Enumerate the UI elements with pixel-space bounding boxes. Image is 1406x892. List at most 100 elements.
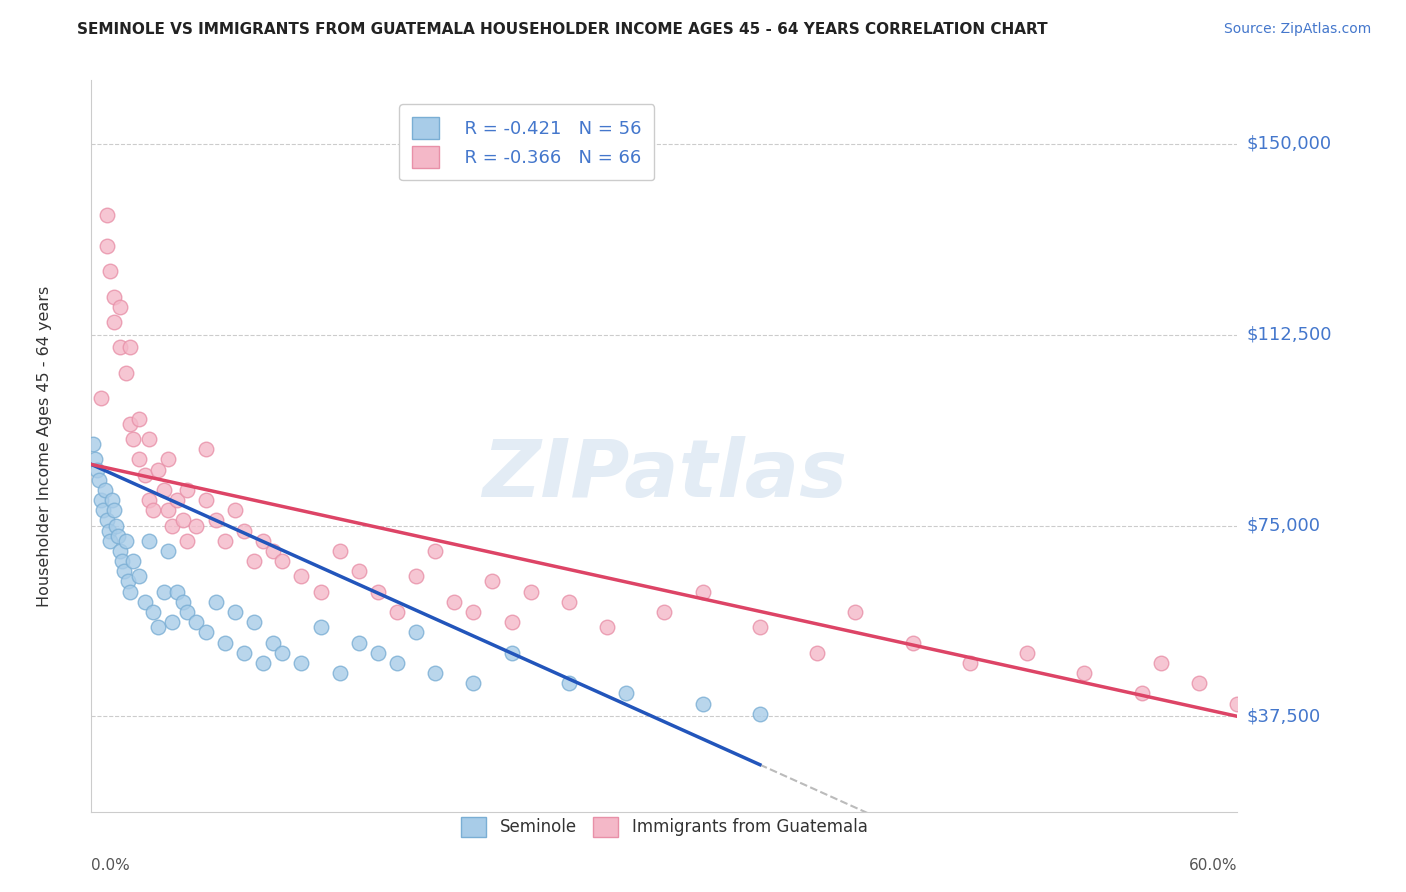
- Text: 0.0%: 0.0%: [91, 857, 131, 872]
- Point: [290, 569, 312, 583]
- Point: [242, 554, 264, 568]
- Point: [1150, 656, 1173, 670]
- Point: [96, 238, 118, 252]
- Point: [100, 264, 122, 278]
- Point: [153, 584, 176, 599]
- Point: [118, 340, 141, 354]
- Point: [86, 462, 108, 476]
- Point: [107, 529, 129, 543]
- Point: [844, 605, 866, 619]
- Point: [148, 462, 170, 476]
- Point: [262, 635, 284, 649]
- Text: $150,000: $150,000: [1247, 135, 1331, 153]
- Point: [652, 605, 675, 619]
- Point: [1188, 676, 1211, 690]
- Point: [117, 574, 139, 589]
- Point: [347, 635, 370, 649]
- Point: [134, 595, 156, 609]
- Point: [252, 533, 274, 548]
- Point: [112, 564, 135, 578]
- Point: [90, 392, 112, 406]
- Point: [423, 666, 446, 681]
- Point: [901, 635, 924, 649]
- Point: [290, 656, 312, 670]
- Point: [153, 483, 176, 497]
- Point: [385, 605, 408, 619]
- Point: [128, 569, 150, 583]
- Point: [91, 503, 114, 517]
- Text: Householder Income Ages 45 - 64 years: Householder Income Ages 45 - 64 years: [38, 285, 52, 607]
- Point: [367, 584, 389, 599]
- Point: [309, 620, 332, 634]
- Point: [103, 503, 125, 517]
- Point: [97, 524, 120, 538]
- Point: [114, 533, 136, 548]
- Point: [1226, 697, 1249, 711]
- Point: [463, 605, 485, 619]
- Point: [262, 544, 284, 558]
- Point: [558, 595, 581, 609]
- Point: [172, 595, 194, 609]
- Point: [176, 483, 198, 497]
- Point: [96, 208, 118, 222]
- Point: [148, 620, 170, 634]
- Point: [100, 533, 122, 548]
- Point: [156, 452, 179, 467]
- Point: [172, 513, 194, 527]
- Point: [176, 533, 198, 548]
- Point: [443, 595, 465, 609]
- Point: [367, 646, 389, 660]
- Point: [233, 646, 256, 660]
- Point: [242, 615, 264, 630]
- Point: [141, 605, 163, 619]
- Point: [90, 493, 112, 508]
- Point: [134, 467, 156, 482]
- Text: $112,500: $112,500: [1247, 326, 1333, 343]
- Point: [748, 620, 770, 634]
- Point: [347, 564, 370, 578]
- Point: [101, 493, 124, 508]
- Point: [118, 584, 141, 599]
- Point: [128, 411, 150, 425]
- Point: [224, 503, 246, 517]
- Point: [233, 524, 256, 538]
- Point: [501, 646, 523, 660]
- Point: [309, 584, 332, 599]
- Point: [204, 595, 226, 609]
- Point: [748, 706, 770, 721]
- Point: [138, 493, 160, 508]
- Point: [519, 584, 541, 599]
- Point: [186, 518, 208, 533]
- Point: [271, 646, 294, 660]
- Point: [186, 615, 208, 630]
- Point: [156, 544, 179, 558]
- Point: [94, 483, 117, 497]
- Point: [138, 432, 160, 446]
- Point: [166, 584, 188, 599]
- Point: [122, 554, 145, 568]
- Point: [114, 366, 136, 380]
- Point: [329, 544, 352, 558]
- Point: [214, 635, 236, 649]
- Legend: Seminole, Immigrants from Guatemala: Seminole, Immigrants from Guatemala: [454, 810, 875, 844]
- Point: [1017, 646, 1039, 660]
- Point: [166, 493, 188, 508]
- Point: [87, 473, 110, 487]
- Text: 60.0%: 60.0%: [1189, 857, 1237, 872]
- Point: [84, 452, 107, 467]
- Point: [596, 620, 619, 634]
- Point: [194, 442, 217, 457]
- Point: [558, 676, 581, 690]
- Point: [481, 574, 503, 589]
- Point: [103, 315, 125, 329]
- Point: [1130, 686, 1153, 700]
- Text: ZIPatlas: ZIPatlas: [482, 436, 846, 515]
- Point: [82, 437, 104, 451]
- Point: [108, 300, 131, 314]
- Point: [122, 432, 145, 446]
- Point: [160, 615, 183, 630]
- Point: [103, 289, 125, 303]
- Point: [176, 605, 198, 619]
- Point: [214, 533, 236, 548]
- Point: [111, 554, 134, 568]
